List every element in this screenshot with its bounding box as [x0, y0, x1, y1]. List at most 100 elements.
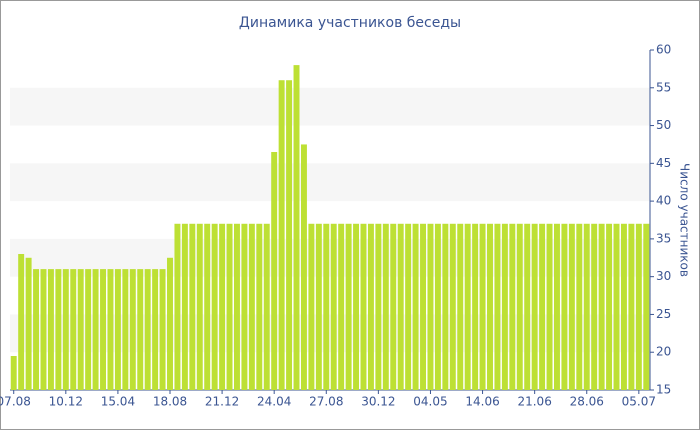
x-tick-label: 07.08 [0, 395, 31, 409]
x-tick-label: 15.04 [101, 395, 135, 409]
bar [219, 223, 226, 390]
bar [367, 223, 374, 390]
bar [234, 223, 240, 390]
bar [77, 269, 84, 390]
bar [308, 223, 315, 390]
bar [457, 223, 464, 390]
bar [464, 223, 471, 390]
x-tick-label: 04.05 [413, 395, 447, 409]
bar [598, 223, 605, 390]
bar [263, 223, 270, 390]
bar [576, 223, 583, 390]
bar [241, 223, 248, 390]
bar [248, 223, 255, 390]
bar [107, 269, 114, 390]
bar [613, 223, 620, 390]
bar [509, 223, 516, 390]
bar [434, 223, 441, 390]
bar [442, 223, 449, 390]
bar [375, 223, 382, 390]
bar [561, 223, 568, 390]
bar [167, 257, 173, 390]
bar [159, 269, 166, 390]
bar [47, 269, 54, 390]
bar [390, 223, 397, 390]
bar [338, 223, 345, 390]
bar [114, 269, 121, 390]
bar [55, 269, 62, 390]
x-tick-label: 28.06 [570, 395, 604, 409]
y-tick-label: 50 [656, 118, 671, 132]
bar [330, 223, 337, 390]
bar [479, 223, 486, 390]
y-tick-label: 25 [656, 307, 671, 321]
bar [271, 152, 278, 390]
bar [25, 257, 32, 390]
bar [70, 269, 77, 390]
bar [524, 223, 531, 390]
bar [300, 144, 307, 390]
x-tick-label: 14.06 [465, 395, 499, 409]
bar [531, 223, 538, 390]
bar [18, 254, 25, 390]
x-tick-label: 10.12 [49, 395, 83, 409]
bar [412, 223, 419, 390]
bar [606, 223, 613, 390]
bar [427, 223, 434, 390]
bar [583, 223, 590, 390]
bar [643, 223, 650, 390]
bar [100, 269, 106, 390]
bar [635, 223, 642, 390]
y-tick-label: 55 [656, 80, 671, 94]
y-tick-label: 20 [656, 345, 671, 359]
bar [323, 223, 330, 390]
y-tick-label: 40 [656, 194, 671, 208]
x-tick-label: 21.06 [517, 395, 551, 409]
chart-title: Динамика участников беседы [239, 15, 461, 31]
bar [92, 269, 99, 390]
bar [181, 223, 188, 390]
grid-band [10, 87, 650, 126]
bar [144, 269, 151, 390]
bar [278, 80, 285, 390]
bar [174, 223, 181, 390]
bar [85, 269, 92, 390]
bar [129, 269, 136, 390]
bar [420, 223, 426, 390]
bar [196, 223, 203, 390]
bar [360, 223, 367, 390]
y-tick-label: 35 [656, 231, 671, 245]
bar [293, 65, 300, 390]
bar [539, 223, 546, 390]
bar [10, 356, 17, 390]
bar [62, 269, 69, 390]
bar [487, 223, 493, 390]
y-axis-label: Число участников [678, 163, 692, 277]
bar [405, 223, 412, 390]
x-tick-label: 18.08 [153, 395, 187, 409]
bar [382, 223, 389, 390]
bar [226, 223, 233, 390]
y-tick-label: 15 [656, 383, 671, 397]
bar [516, 223, 523, 390]
bar [546, 223, 553, 390]
bar [137, 269, 144, 390]
bar [33, 269, 40, 390]
x-tick-label: 21.12 [205, 395, 239, 409]
bar [554, 223, 560, 390]
bar [568, 223, 575, 390]
bar [449, 223, 456, 390]
bar [628, 223, 635, 390]
bar [353, 223, 360, 390]
bar [189, 223, 196, 390]
bar [211, 223, 218, 390]
bar [494, 223, 501, 390]
bar [620, 223, 627, 390]
bar [501, 223, 508, 390]
x-tick-label: 30.12 [361, 395, 395, 409]
bar [315, 223, 322, 390]
bar [152, 269, 159, 390]
grid-band [10, 163, 650, 202]
x-tick-label: 05.07 [622, 395, 656, 409]
